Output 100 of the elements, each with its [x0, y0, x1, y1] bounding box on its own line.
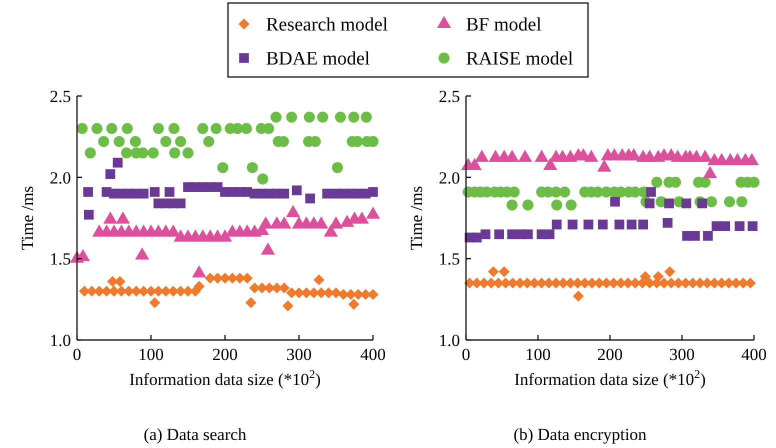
y-tick-label: 1.5	[438, 250, 460, 269]
x-axis-title: Information data size (*10$^{2}$)	[514, 367, 706, 389]
point	[566, 200, 577, 210]
y-tick-label: 2.0	[438, 168, 460, 188]
point	[703, 166, 718, 178]
point	[91, 123, 102, 134]
y-tick-label: 1.0	[438, 330, 460, 350]
x-tick-label: 300	[286, 345, 312, 364]
point	[160, 136, 172, 148]
point	[480, 229, 490, 240]
y-tick-label: 1.0	[50, 330, 71, 350]
point	[197, 123, 208, 134]
point	[744, 152, 759, 166]
point	[697, 198, 708, 208]
point	[122, 123, 133, 134]
x-tick-label: 100	[525, 345, 551, 364]
point	[368, 187, 378, 197]
point	[334, 112, 346, 123]
point	[523, 229, 533, 240]
point	[245, 297, 256, 308]
x-tick-label: 300	[669, 345, 695, 364]
point	[279, 188, 290, 198]
point	[182, 286, 194, 297]
point	[257, 173, 268, 184]
x-tick-label: 200	[597, 345, 623, 364]
point	[107, 276, 118, 287]
point	[194, 280, 205, 292]
point	[286, 112, 298, 123]
point	[736, 196, 748, 208]
point	[83, 187, 93, 197]
point	[314, 274, 324, 286]
point	[614, 220, 624, 230]
point	[690, 231, 700, 241]
point	[552, 220, 562, 230]
point	[148, 147, 159, 158]
point	[724, 196, 736, 208]
point	[322, 188, 332, 198]
point	[121, 147, 132, 158]
point	[203, 136, 214, 148]
point	[317, 112, 328, 123]
point	[84, 147, 96, 158]
point	[138, 188, 148, 198]
point	[150, 187, 160, 197]
y-axis-title: Time /ms	[18, 186, 37, 250]
x-tick-label: 0	[72, 345, 82, 364]
point	[610, 196, 620, 207]
point	[149, 297, 160, 308]
point	[734, 221, 744, 232]
point	[638, 220, 648, 230]
point	[748, 221, 758, 232]
legend-label: Research model	[266, 14, 388, 36]
x-tick-label: 200	[212, 345, 238, 364]
point	[105, 169, 116, 179]
point	[646, 187, 656, 197]
point	[282, 300, 294, 312]
point	[543, 158, 558, 170]
point	[551, 200, 562, 210]
point	[175, 136, 186, 148]
point	[522, 200, 534, 210]
legend-label: BDAE model	[266, 48, 370, 70]
point	[176, 198, 186, 208]
point	[698, 150, 712, 162]
y-tick-label: 1.5	[50, 250, 71, 269]
point	[270, 112, 282, 123]
point	[240, 123, 252, 134]
legend-label: BF model	[466, 14, 542, 36]
point	[332, 162, 343, 174]
point	[164, 187, 174, 197]
point	[472, 232, 482, 242]
point	[182, 147, 194, 158]
point	[651, 176, 662, 188]
point	[169, 147, 180, 158]
point	[544, 229, 554, 240]
point	[559, 186, 570, 198]
point	[534, 150, 549, 162]
point	[494, 229, 504, 240]
y-tick-label: 2.5	[50, 86, 71, 106]
point	[304, 112, 315, 123]
point	[518, 150, 532, 162]
point	[598, 220, 608, 230]
point	[232, 123, 244, 134]
point	[98, 136, 110, 148]
point	[498, 266, 510, 278]
point	[210, 123, 222, 134]
point	[474, 150, 489, 162]
point	[152, 123, 164, 134]
text: (b) Data encryption	[513, 425, 648, 444]
x-tick-label: 400	[360, 345, 386, 364]
point	[506, 200, 518, 210]
point	[662, 218, 672, 228]
point	[348, 298, 360, 310]
y-tick-label: 2.5	[438, 86, 460, 106]
point	[360, 112, 372, 123]
point	[720, 221, 730, 232]
x-tick-label: 0	[462, 345, 470, 364]
point	[584, 150, 598, 162]
y-axis-title: Time /ms	[407, 186, 426, 250]
point	[114, 136, 125, 148]
point	[217, 162, 228, 174]
point	[664, 266, 676, 278]
